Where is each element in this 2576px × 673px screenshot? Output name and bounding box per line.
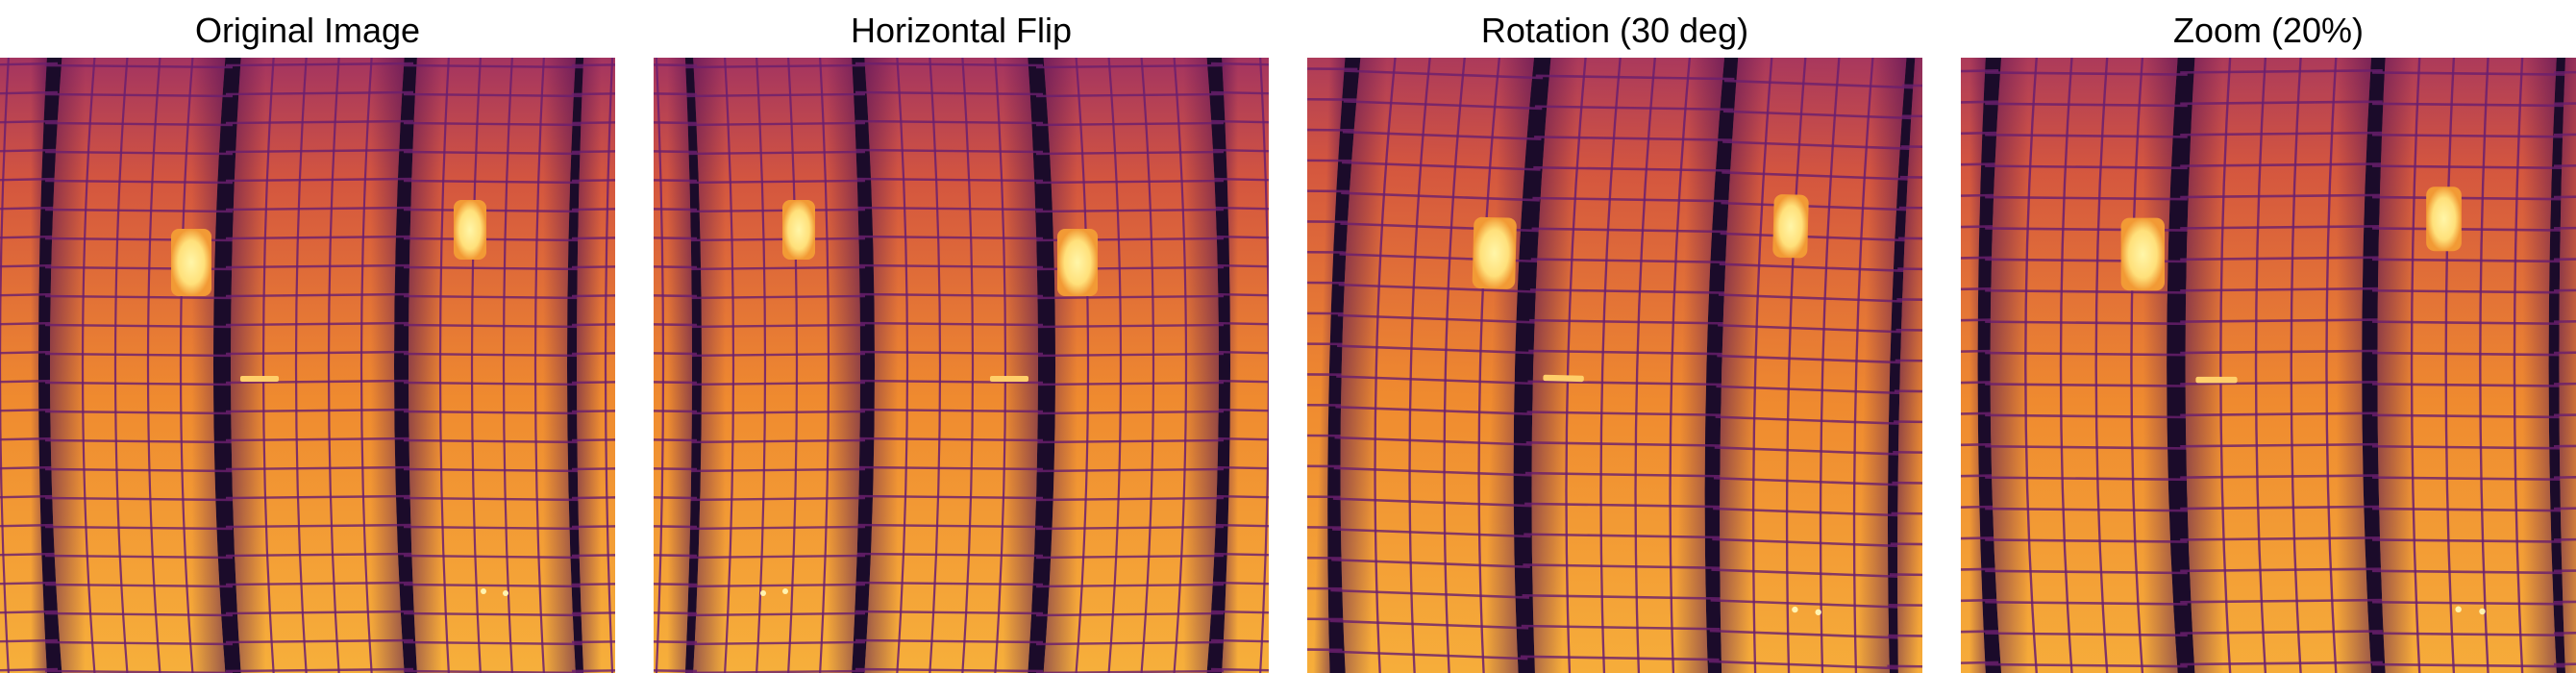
thermal-image-original — [0, 58, 615, 673]
hotspot-streak — [1543, 374, 1584, 383]
panel-column — [0, 58, 59, 673]
thermal-image-zoom — [1961, 58, 2576, 673]
hotspot — [2426, 187, 2462, 252]
panel-column — [1307, 58, 1358, 673]
panel-column — [2371, 58, 2570, 673]
panel-column — [571, 58, 615, 673]
panel-column — [654, 58, 698, 673]
hotspot — [454, 200, 486, 260]
panel-column — [44, 58, 234, 673]
hotspot — [171, 229, 211, 296]
hotspot-streak — [990, 376, 1028, 382]
hotspot-dot — [481, 588, 486, 594]
panel-title: Rotation (30 deg) — [1480, 11, 1749, 50]
panel-column — [1520, 58, 1735, 673]
hotspot — [2120, 217, 2165, 291]
panel-column — [855, 58, 1044, 673]
panel-column — [1961, 58, 1999, 673]
panel-column — [403, 58, 587, 673]
panel-column — [1210, 58, 1269, 673]
hotspot-dot — [503, 590, 508, 596]
solar-array — [1961, 58, 2576, 673]
panel-column — [1887, 58, 1922, 673]
thermal-image-hflip — [654, 58, 1269, 673]
panel-column — [1708, 58, 1919, 673]
hotspot-dot — [760, 590, 766, 596]
hotspot-streak — [2195, 376, 2238, 384]
panel-title: Horizontal Flip — [850, 11, 1073, 50]
panel-original: Original Image — [0, 0, 615, 673]
thermal-image-rotation — [1307, 58, 1922, 673]
panel-title: Zoom (20%) — [2172, 11, 2365, 50]
panel-column — [1328, 58, 1544, 673]
hotspot-dot — [782, 588, 788, 594]
panel-horizontal-flip: Horizontal Flip — [654, 0, 1269, 673]
hotspot-streak — [240, 376, 279, 382]
panel-rotation: Rotation (30 deg) — [1307, 0, 1922, 673]
panel-zoom: Zoom (20%) — [1961, 0, 2576, 673]
solar-array — [0, 58, 615, 673]
panel-title: Original Image — [194, 11, 421, 50]
panel-column — [225, 58, 414, 673]
hotspot-dot — [1815, 609, 1821, 616]
panel-column — [2553, 58, 2576, 673]
panel-column — [2180, 58, 2383, 673]
panel-column — [1985, 58, 2188, 673]
panel-column — [1035, 58, 1225, 673]
hotspot-dot — [1792, 606, 1798, 613]
hotspot — [1772, 194, 1809, 259]
hotspot-dot — [2479, 608, 2486, 615]
hotspot — [1057, 229, 1098, 296]
hotspot-dot — [2455, 606, 2462, 613]
solar-array — [654, 58, 1269, 673]
panel-column — [681, 58, 866, 673]
hotspot — [782, 200, 815, 260]
solar-array — [1307, 58, 1922, 673]
hotspot — [1472, 216, 1517, 289]
